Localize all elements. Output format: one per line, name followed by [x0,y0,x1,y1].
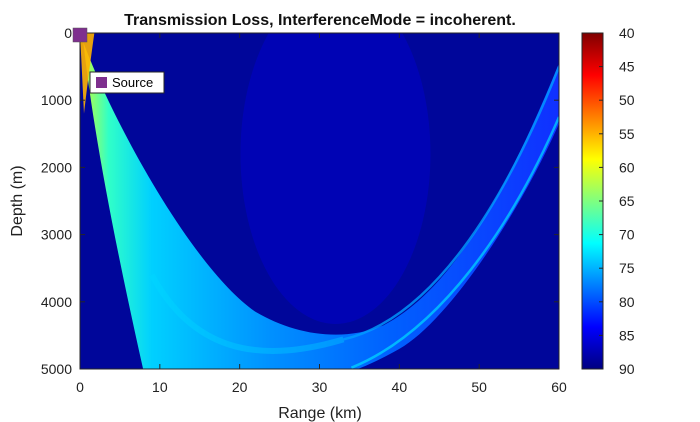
x-tick-label: 20 [232,379,248,395]
colorbar-tick-label: 55 [619,126,635,142]
colorbar-tick-label: 85 [619,327,635,343]
x-tick-label: 10 [152,379,168,395]
y-tick-label: 0 [64,25,72,41]
near-source-core [80,33,95,114]
x-tick-label: 50 [471,379,487,395]
chart-title: Transmission Loss, InterferenceMode = in… [124,12,516,29]
legend: Source [89,71,165,94]
ray-bundle [80,33,559,369]
y-tick-label: 5000 [41,361,72,377]
x-axis-label: Range (km) [278,405,362,422]
y-tick-label: 3000 [41,227,72,243]
plot-area: 0 10 20 30 40 50 60 0 1000 2000 3000 4000 5000 [41,25,567,395]
heatmap-haze [240,33,431,324]
heatmap-layer [80,33,559,369]
x-tick-label: 60 [551,379,567,395]
colorbar-tick-label: 70 [619,227,635,243]
colorbar-tick-label: 75 [619,260,635,276]
x-tick-label: 40 [392,379,408,395]
ray-edge-upper [343,66,559,341]
colorbar-tick-label: 60 [619,159,635,175]
x-tick-label: 0 [76,379,84,395]
colorbar-tick-label: 80 [619,294,635,310]
ray-bottom-glow [149,273,345,354]
colorbar-tick-label: 90 [619,361,635,377]
y-tick-label: 4000 [41,294,72,310]
y-tick-label: 2000 [41,159,72,175]
colorbar-tick-label: 65 [619,193,635,209]
y-axis-label: Depth (m) [9,165,26,236]
legend-source-swatch [96,77,107,88]
y-axis: 0 1000 2000 3000 4000 5000 [41,25,559,377]
colorbar-tick-label: 50 [619,92,635,108]
legend-source-label: Source [112,75,153,90]
legend-box [89,71,165,94]
source-marker[interactable] [72,27,88,43]
colorbar-ticks: 40 45 50 55 60 65 70 75 80 85 90 [599,25,635,377]
ray-edge-lower [350,116,559,369]
colorbar-tick-label: 45 [619,59,635,75]
y-tick-label: 1000 [41,92,72,108]
colorbar: 40 45 50 55 60 65 70 75 80 85 90 [581,25,635,377]
colorbar-tick-label: 40 [619,25,635,41]
x-tick-label: 30 [312,379,328,395]
